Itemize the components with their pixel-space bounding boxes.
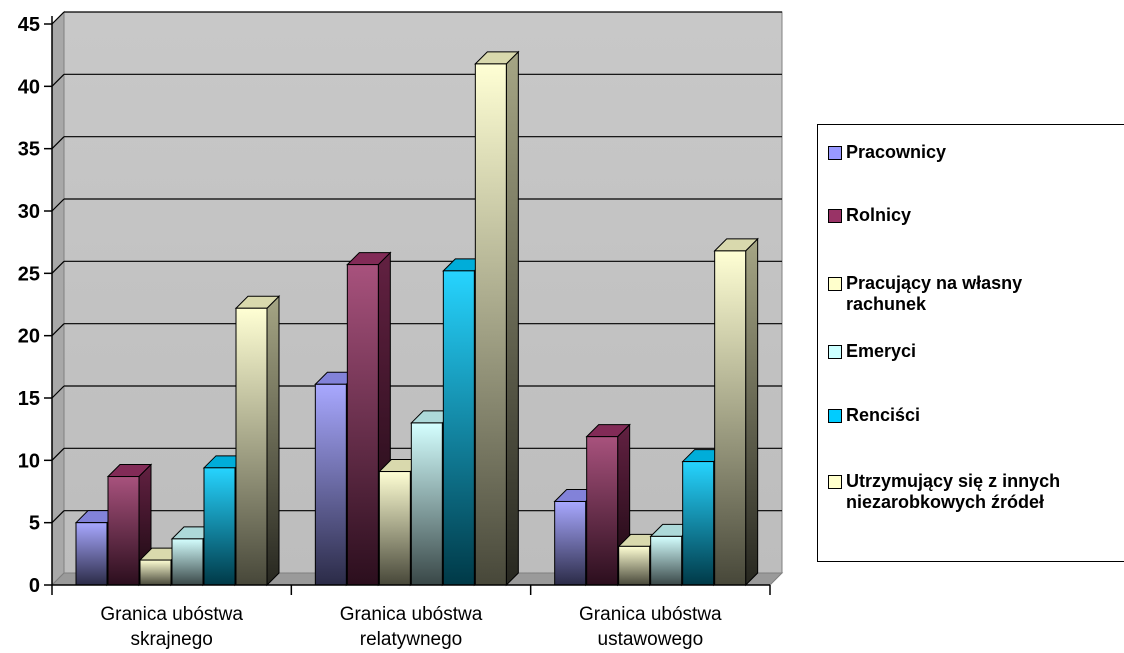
- legend-item: Pracownicy: [828, 142, 946, 163]
- bar: [346, 251, 392, 587]
- bar: [234, 295, 281, 587]
- bar-front: [346, 264, 379, 586]
- legend-swatch: [828, 475, 842, 489]
- bar-side: [266, 295, 280, 587]
- legend-swatch: [828, 409, 842, 423]
- legend-item: Rolnicy: [828, 205, 911, 226]
- bar-front: [586, 436, 619, 586]
- bar-front: [650, 535, 683, 586]
- gridline-side: [51, 323, 65, 337]
- y-tick-label: 10: [18, 450, 40, 472]
- y-tick-label: 15: [18, 388, 40, 410]
- bar-front: [378, 471, 411, 586]
- gridline-side: [51, 510, 65, 524]
- legend-item: Renciści: [828, 405, 920, 426]
- bar-front: [107, 476, 140, 586]
- x-axis-labels: Granica ubóstwa skrajnego Granica ubóstwa r…: [100, 604, 722, 650]
- bar-front: [554, 500, 587, 586]
- y-tick-label: 5: [29, 513, 40, 535]
- plot-side-wall: [51, 10, 65, 587]
- legend-swatch: [828, 345, 842, 359]
- bars: [74, 50, 759, 587]
- x-tick-label: Granica ubóstwa ustawowego: [579, 604, 722, 650]
- legend-label: Pracownicy: [846, 142, 947, 162]
- bar-front: [410, 422, 443, 586]
- y-tick-label: 45: [18, 14, 40, 36]
- gridline-side: [51, 136, 65, 150]
- bar-front: [203, 467, 236, 586]
- x-tick-label: Granica ubóstwa skrajnego: [100, 604, 243, 650]
- bar-front: [442, 270, 475, 586]
- y-tick-label: 25: [18, 263, 40, 285]
- bar-front: [171, 538, 204, 586]
- y-tick-label: 20: [18, 326, 40, 348]
- legend: Pracownicy Rolnicy Pracujący na własny rac…: [817, 124, 1124, 562]
- legend-swatch: [828, 277, 842, 291]
- legend-label: Pracujący na własny rachunek: [846, 273, 1023, 314]
- bar-front: [474, 63, 507, 586]
- bar-side: [745, 237, 759, 587]
- legend-item: Emeryci: [828, 341, 916, 362]
- gridline-side: [51, 447, 65, 461]
- gridline-side: [51, 260, 65, 274]
- bar-front: [618, 545, 651, 586]
- bar-group: [553, 237, 759, 587]
- bar-front: [314, 383, 347, 586]
- legend-swatch: [828, 209, 842, 223]
- legend-label: Utrzymujący się z innych niezarobkowych …: [846, 471, 1061, 512]
- x-tick-label: Granica ubóstwa relatywnego: [340, 604, 483, 650]
- legend-swatch: [828, 146, 842, 160]
- legend-label: Renciści: [846, 405, 921, 425]
- bar-front: [139, 559, 172, 586]
- bar-front: [75, 522, 108, 586]
- y-axis-ticks: 0 5 10 15 20 25 30 35 40 45: [18, 14, 52, 597]
- bar: [474, 50, 520, 587]
- legend-item: Pracujący na własny rachunek: [828, 273, 1022, 315]
- gridline-side: [51, 11, 65, 25]
- bar-front: [682, 461, 715, 586]
- gridline-side: [51, 73, 65, 87]
- legend-label: Emeryci: [846, 341, 917, 361]
- bar-group: [314, 50, 520, 587]
- axes: [51, 16, 771, 595]
- y-tick-label: 0: [29, 575, 40, 597]
- y-tick-label: 40: [18, 76, 40, 98]
- legend-label: Rolnicy: [846, 205, 912, 225]
- legend-item: Utrzymujący się z innych niezarobkowych …: [828, 471, 1060, 513]
- y-tick-label: 35: [18, 139, 40, 161]
- bar-side: [505, 50, 519, 587]
- bar: [713, 237, 759, 587]
- y-tick-label: 30: [18, 201, 40, 223]
- gridline-side: [51, 198, 65, 212]
- bar-front: [714, 250, 747, 586]
- bar-group: [74, 295, 281, 587]
- bar-front: [235, 307, 268, 586]
- gridline-side: [51, 385, 65, 399]
